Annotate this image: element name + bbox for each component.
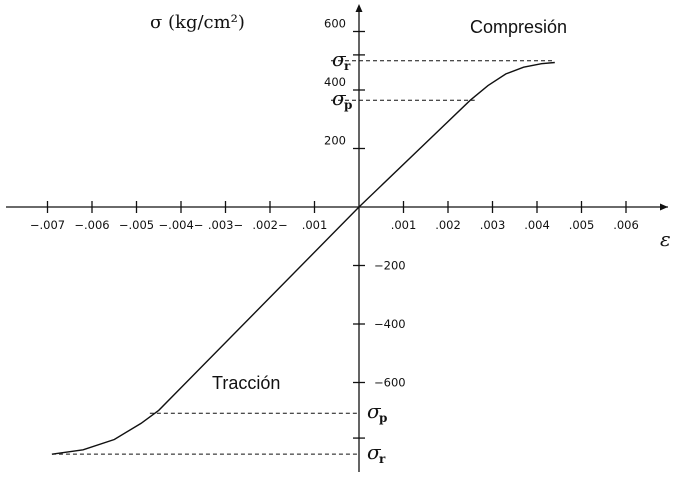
x-tick-label: −.004− [159,218,204,232]
x-tick-label: .003 [480,218,506,232]
x-tick-label: −.007 [30,218,65,232]
x-axis-arrowhead [660,203,668,211]
y-tick-label: −600 [374,376,406,390]
sigma-label-2: σ [367,399,382,423]
sigma-label-3: σ [367,440,382,464]
y-tick-label: 600 [324,17,346,31]
reference-lines [51,60,555,455]
sigma-subscript-3: r [379,452,386,466]
sigma-subscript-0: r [344,59,351,73]
x-tick-label: .001 [302,218,328,232]
sigma-label-1: σ [332,86,347,110]
x-tick-label: −.005 [119,218,154,232]
sigma-subscript-1: p [344,98,352,112]
x-tick-label: .004 [524,218,550,232]
x-tick-label: .001 [391,218,417,232]
sigma-subscript-2: p [379,411,387,425]
y-tick-label: 200 [324,134,346,148]
sigma-label-0: σ [332,47,347,71]
y-axis-arrowhead [355,4,363,12]
y-tick-label: 400 [324,75,346,89]
x-tick-label: .003− [208,218,243,232]
x-tick-label: .002− [252,218,287,232]
x-tick-label: .002 [435,218,461,232]
x-axis-label: ε [660,227,671,251]
y-axis-label: σ (kg/cm²) [150,12,245,33]
ticks: −.007 −.006 −.005 −.004− .003− .002− .001 .001.… [30,17,639,439]
x-tick-label: .006 [613,218,639,232]
x-tick-label: −.006 [74,218,109,232]
traction-label: Tracción [212,373,280,393]
stress-strain-curve [51,61,555,455]
y-tick-label: −400 [374,317,406,331]
compression-label: Compresión [470,17,567,37]
x-tick-label: .005 [569,218,595,232]
axes [6,4,668,472]
y-tick-label: −200 [374,259,406,273]
